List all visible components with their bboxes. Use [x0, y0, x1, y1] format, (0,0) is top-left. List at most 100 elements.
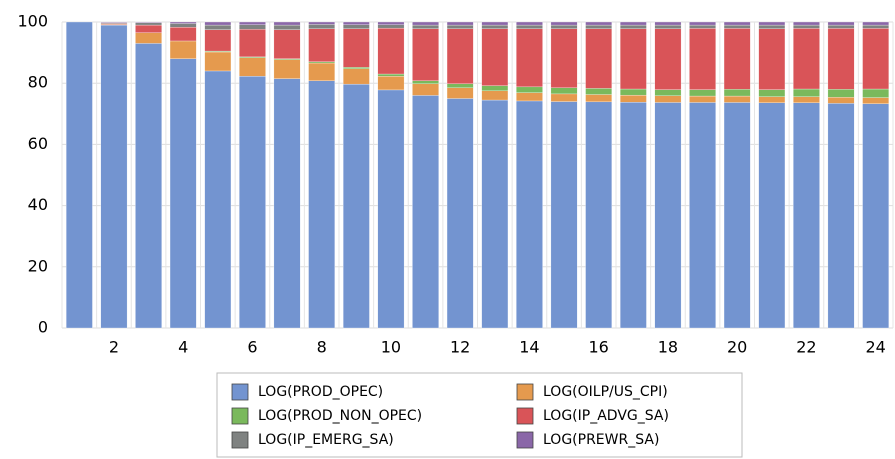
bar-segment [204, 29, 232, 52]
bar-segment [273, 21, 301, 26]
y-tick-label: 0 [38, 318, 48, 337]
bar-segment [135, 24, 162, 33]
bar-segment [412, 80, 439, 84]
bar-segment [516, 28, 543, 88]
bar-segment [308, 80, 335, 329]
legend: LOG(PROD_OPEC) LOG(OILP/US_CPI) LOG(PROD_N… [231, 383, 669, 449]
x-tick-label: 14 [519, 338, 539, 357]
bar-segment [308, 28, 335, 62]
bar-segment [585, 21, 612, 26]
bar-segment [239, 76, 266, 329]
bar-segment [100, 21, 128, 23]
bar-segment [204, 51, 232, 72]
bar-segment [758, 24, 786, 29]
bar-segment [723, 102, 751, 329]
bar-segment [689, 28, 716, 90]
y-tick-label: 60 [28, 134, 48, 153]
legend-swatch [231, 431, 249, 449]
bar-segment [343, 83, 370, 329]
bar-segment [862, 21, 889, 26]
legend-label: LOG(PROD_NON_OPEC) [258, 408, 422, 424]
bar-segment [481, 21, 509, 26]
bar-segment [273, 29, 301, 59]
bar-segment [793, 96, 820, 103]
bar-segment [620, 102, 647, 329]
legend-label: LOG(OILP/US_CPI) [543, 384, 668, 400]
bar-segment [239, 24, 266, 30]
bar-segment [654, 28, 682, 90]
bar-segment [308, 62, 335, 81]
bar-segment [169, 21, 197, 24]
bar-segment [689, 89, 716, 97]
bar-segment [446, 87, 474, 99]
bar-segment [516, 92, 543, 102]
bar-segment [793, 102, 820, 329]
bar-segment [758, 28, 786, 90]
bar-segment [377, 73, 405, 77]
bar-segment [169, 58, 197, 329]
bar-segment [516, 24, 543, 29]
bar-segment [723, 21, 751, 26]
legend-label: LOG(IP_EMERG_SA) [258, 432, 394, 448]
bar-segment [862, 28, 889, 90]
bar-segment [689, 102, 716, 329]
bar-segment [169, 40, 197, 59]
legend-box [216, 372, 743, 458]
bar-segment [585, 101, 612, 329]
bar-segment [827, 103, 855, 329]
bar-segment [516, 100, 543, 329]
y-tick-label: 20 [28, 256, 48, 275]
bar-segment [723, 95, 751, 103]
x-tick-label: 8 [317, 338, 327, 357]
bar-segment [758, 89, 786, 97]
bar-segment [827, 21, 855, 26]
bar-segment [550, 21, 578, 26]
bar-segment [793, 24, 820, 29]
bar-segment [793, 21, 820, 26]
legend-swatch [516, 431, 534, 449]
bar-segment [481, 28, 509, 86]
bar-segment [862, 103, 889, 329]
bar-segment [377, 24, 405, 29]
bar-segment [585, 24, 612, 29]
bar-segment [516, 86, 543, 93]
bar-segment [585, 88, 612, 95]
bar-segment [343, 28, 370, 68]
bar-segment [550, 28, 578, 88]
bar-segment [620, 24, 647, 29]
bar-segment [550, 87, 578, 95]
bar-segment [239, 29, 266, 58]
bar-segment [446, 24, 474, 29]
x-tick-label: 2 [109, 338, 119, 357]
bar-segment [585, 28, 612, 89]
x-tick-label: 10 [381, 338, 401, 357]
bar-segment [481, 24, 509, 29]
x-tick-label: 12 [450, 338, 470, 357]
bar-segment [204, 21, 232, 26]
y-tick-label: 100 [17, 12, 48, 31]
bar-segment [827, 97, 855, 104]
legend-swatch [516, 383, 534, 401]
bar-segment [620, 21, 647, 26]
bar-segment [723, 24, 751, 29]
bar-segment [273, 59, 301, 79]
bar-segment [689, 24, 716, 29]
x-tick-label: 24 [866, 338, 886, 357]
bar-segment [481, 90, 509, 101]
bar-segment [550, 24, 578, 29]
bar-segment [412, 83, 439, 96]
bar-segment [793, 28, 820, 90]
x-tick-label: 18 [658, 338, 678, 357]
x-tick-label: 16 [589, 338, 609, 357]
bar-segment [793, 88, 820, 97]
bar-segment [827, 89, 855, 98]
bar-segment [343, 24, 370, 29]
y-tick-label: 80 [28, 73, 48, 92]
bar-segment [862, 88, 889, 98]
bar-segment [654, 95, 682, 103]
bar-segment [446, 83, 474, 88]
legend-swatch [231, 407, 249, 425]
bar-segment [273, 78, 301, 329]
bar-segment [654, 21, 682, 26]
bar-segment [446, 28, 474, 84]
